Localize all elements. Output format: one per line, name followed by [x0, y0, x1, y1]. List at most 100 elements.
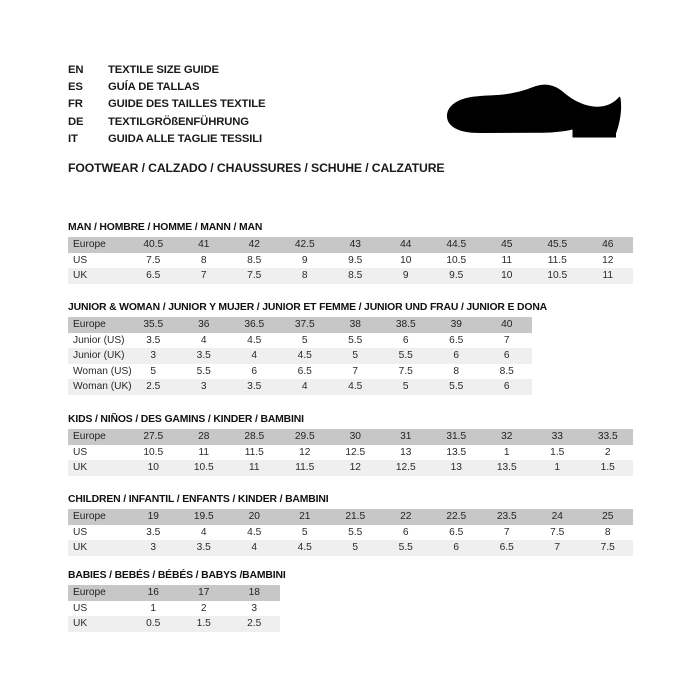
size-cell: 42 — [229, 237, 280, 253]
size-cell: 4 — [279, 379, 330, 395]
row-label: UK — [68, 268, 128, 284]
row-label: UK — [68, 616, 128, 632]
size-cell: 32 — [481, 429, 532, 445]
size-cell: 9 — [279, 252, 330, 269]
size-cell: 25 — [582, 509, 633, 525]
size-cell: 5.5 — [330, 524, 381, 541]
row-label: Europe — [68, 429, 128, 445]
size-cell: 10.5 — [178, 460, 229, 476]
row-label: Junior (UK) — [68, 348, 128, 364]
size-cell: 8 — [431, 363, 482, 380]
row-label: US — [68, 524, 128, 541]
size-cell: 3 — [128, 540, 179, 556]
size-cell: 18 — [229, 585, 280, 601]
size-cell: 7 — [481, 524, 532, 541]
size-table: Europe 40.5 41 42 42.5 43 44 44.5 45 45.5 46 US 7.5 8… — [68, 237, 633, 284]
size-cell: 0.5 — [128, 616, 179, 632]
size-cell: 1.5 — [178, 616, 229, 632]
size-cell: 4 — [229, 540, 280, 556]
size-cell: 21.5 — [330, 509, 381, 525]
size-cell: 9.5 — [330, 252, 381, 269]
size-cell: 1.5 — [582, 460, 633, 476]
section-kids: KIDS / NIÑOS / DES GAMINS / KINDER / BAM… — [68, 414, 633, 476]
table-row: UK 3 3.5 4 4.5 5 5.5 6 6.5 7 7.5 — [68, 540, 633, 556]
size-cell: 36.5 — [229, 317, 280, 333]
size-cell: 11 — [229, 460, 280, 476]
size-cell: 10 — [128, 460, 179, 476]
table-row: Junior (US) 3.5 4 4.5 5 5.5 6 6.5 7 — [68, 332, 532, 349]
size-cell: 17 — [178, 585, 229, 601]
size-cell: 7 — [532, 540, 583, 556]
size-cell: 11 — [582, 268, 633, 284]
table-header-row: Europe 16 17 18 — [68, 585, 280, 601]
size-cell: 8 — [178, 252, 229, 269]
language-row: IT GUIDA ALLE TAGLIE TESSILI — [68, 133, 488, 150]
size-cell: 13 — [431, 460, 482, 476]
size-cell: 10.5 — [431, 252, 482, 269]
size-cell: 5 — [380, 379, 431, 395]
size-cell: 6 — [431, 540, 482, 556]
language-row: EN TEXTILE SIZE GUIDE — [68, 64, 488, 81]
language-code: IT — [68, 132, 78, 145]
size-cell: 7 — [178, 268, 229, 284]
size-cell: 10 — [481, 268, 532, 284]
language-code: ES — [68, 81, 83, 94]
size-cell: 8.5 — [229, 252, 280, 269]
size-cell: 8 — [279, 268, 330, 284]
size-cell: 10.5 — [532, 268, 583, 284]
size-cell: 22.5 — [431, 509, 482, 525]
size-cell: 4.5 — [279, 348, 330, 364]
size-cell: 11.5 — [532, 252, 583, 269]
size-cell: 6 — [481, 379, 532, 395]
size-cell: 6.5 — [431, 524, 482, 541]
size-cell: 4.5 — [330, 379, 381, 395]
size-cell: 3.5 — [178, 348, 229, 364]
size-cell: 31.5 — [431, 429, 482, 445]
size-cell: 28.5 — [229, 429, 280, 445]
size-cell: 43 — [330, 237, 381, 253]
language-row: DE TEXTILGRÖßENFÜHRUNG — [68, 116, 488, 133]
size-cell: 27.5 — [128, 429, 179, 445]
row-label: US — [68, 252, 128, 269]
size-cell: 9.5 — [431, 268, 482, 284]
size-cell: 3 — [229, 600, 280, 617]
size-cell: 11.5 — [279, 460, 330, 476]
size-cell: 5.5 — [431, 379, 482, 395]
section-title: CHILDREN / INFANTIL / ENFANTS / KINDER /… — [68, 494, 329, 505]
size-cell: 7.5 — [582, 540, 633, 556]
table-row: US 10.5 11 11.5 12 12.5 13 13.5 1 1.5 2 — [68, 444, 633, 461]
size-cell: 22 — [380, 509, 431, 525]
size-cell: 5.5 — [380, 540, 431, 556]
size-cell: 5.5 — [178, 363, 229, 380]
section-babies: BABIES / BEBÉS / BÉBÉS / BABYS /BAMBINI E… — [68, 570, 286, 632]
size-cell: 40.5 — [128, 237, 179, 253]
size-cell: 29.5 — [279, 429, 330, 445]
size-cell: 5.5 — [380, 348, 431, 364]
size-cell: 7 — [330, 363, 381, 380]
size-cell: 12.5 — [330, 444, 381, 461]
size-cell: 8.5 — [330, 268, 381, 284]
size-cell: 3.5 — [128, 332, 179, 349]
table-header-row: Europe 40.5 41 42 42.5 43 44 44.5 45 45.5 46 — [68, 237, 633, 253]
size-cell: 6 — [431, 348, 482, 364]
size-cell: 5 — [128, 363, 179, 380]
table-row: Woman (UK) 2.5 3 3.5 4 4.5 5 5.5 6 — [68, 379, 532, 395]
size-table: Europe 19 19.5 20 21 21.5 22 22.5 23.5 24 25 US 3.5 4… — [68, 509, 633, 556]
table-row: UK 10 10.5 11 11.5 12 12.5 13 13.5 1 1.5 — [68, 460, 633, 476]
size-cell: 30 — [330, 429, 381, 445]
table-row: Junior (UK) 3 3.5 4 4.5 5 5.5 6 6 — [68, 348, 532, 364]
dress-shoe-icon — [446, 84, 622, 138]
size-cell: 45 — [481, 237, 532, 253]
section-title: BABIES / BEBÉS / BÉBÉS / BABYS /BAMBINI — [68, 570, 286, 581]
row-label: Junior (US) — [68, 332, 128, 349]
language-label: TEXTILGRÖßENFÜHRUNG — [108, 115, 249, 128]
table-header-row: Europe 35.5 36 36.5 37.5 38 38.5 39 40 — [68, 317, 532, 333]
size-cell: 4.5 — [229, 524, 280, 541]
size-cell: 1.5 — [532, 444, 583, 461]
size-cell: 12.5 — [380, 460, 431, 476]
size-cell: 11.5 — [229, 444, 280, 461]
row-label: Woman (UK) — [68, 379, 132, 395]
table-row: US 7.5 8 8.5 9 9.5 10 10.5 11 11.5 12 — [68, 252, 633, 269]
size-cell: 23.5 — [481, 509, 532, 525]
size-cell: 19 — [128, 509, 179, 525]
